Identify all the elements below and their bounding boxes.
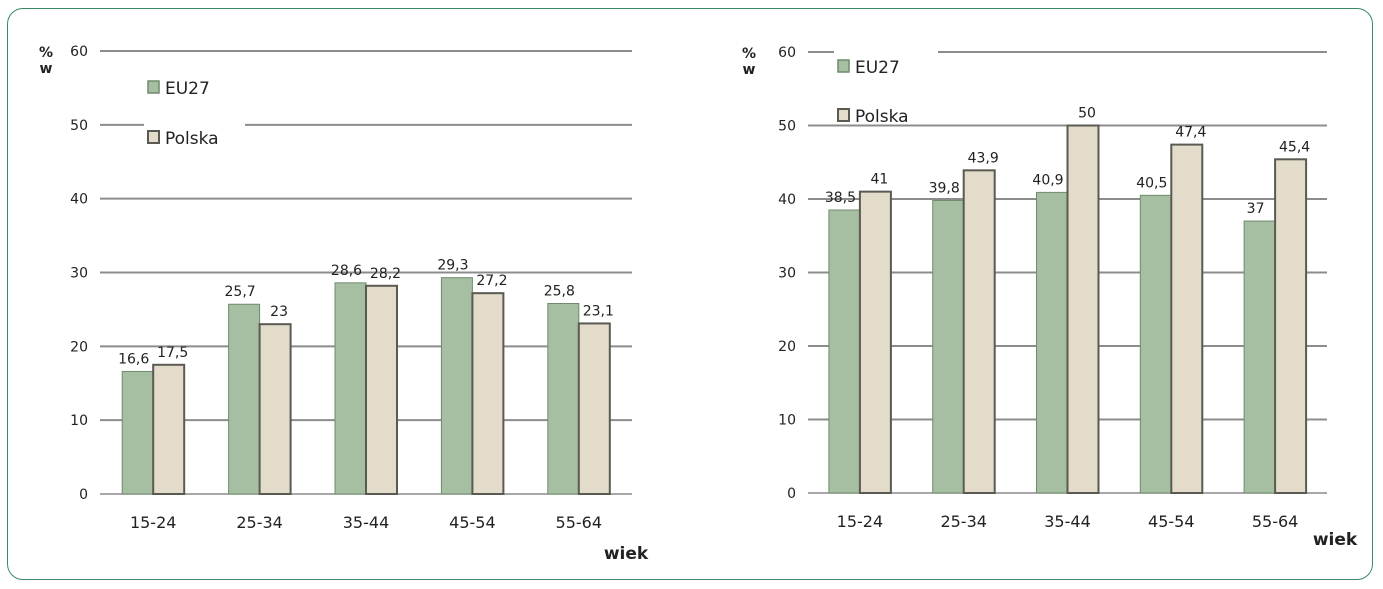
chart2-bar-polska-55-64 [1274,158,1308,494]
chart1-ytick-label-0: 0 [79,487,88,503]
chart2-ytick-label-10: 10 [778,413,796,429]
chart1-legend-label-polska: Polska [165,129,219,149]
chart1-ylabel-line2: w [40,61,53,77]
chart1-data-label-polska-45-54: 27,2 [476,273,507,289]
chart2-ytick-label-40: 40 [778,192,796,208]
chart2-ylabel-line2: w [743,62,756,78]
chart1-ytick-label-50: 50 [70,118,88,134]
chart2-legend-label-polska: Polska [855,107,909,127]
chart2-xtick-label-35-44: 35-44 [1044,512,1091,531]
chart1-xtick-label-25-34: 25-34 [236,513,283,532]
chart2-xtick-label-15-24: 15-24 [837,512,884,531]
chart1-bar-eu27-45-54 [440,277,473,495]
chart1-xlabel: wiek [604,544,649,564]
chart1-bar-polska-35-44 [365,284,398,496]
chart1-legend-swatch-polska [147,130,160,144]
chart1-bar-eu27-25-34 [228,303,261,495]
chart1-bar-eu27-35-44 [334,282,367,495]
chart2-data-label-polska-55-64: 45,4 [1279,139,1310,155]
chart1-data-label-eu27-45-54: 29,3 [437,258,468,274]
chart2-bar-polska-15-24 [858,190,892,494]
chart2-data-label-polska-35-44: 50 [1078,106,1096,122]
chart1-legend-mask-0 [144,122,245,128]
chart1-bar-polska-25-34 [258,323,292,495]
chart2-xtick-label-45-54: 45-54 [1148,512,1195,531]
chart1-bar-polska-55-64 [577,322,611,495]
chart2-data-label-eu27-55-64: 37 [1247,201,1265,217]
chart1-data-label-polska-35-44: 28,2 [370,266,401,282]
chart2-legend-mask-0 [834,49,938,55]
chart2-data-label-eu27-25-34: 39,8 [929,180,960,196]
chart2-data-label-eu27-45-54: 40,5 [1136,175,1167,191]
chart2-xlabel: wiek [1313,530,1358,550]
chart1-legend-swatch-eu27 [147,80,160,94]
chart2-legend-swatch-eu27 [837,59,850,73]
chart2-ytick-label-20: 20 [778,339,796,355]
chart2-ytick-label-0: 0 [787,486,796,502]
chart2-bar-eu27-25-34 [932,199,965,494]
chart2-bar-eu27-45-54 [1139,194,1172,494]
chart1-ytick-label-30: 30 [70,266,88,282]
chart2-bar-eu27-15-24 [828,209,861,494]
chart1-data-label-polska-55-64: 23,1 [583,303,614,319]
chart2-ytick-label-60: 60 [778,45,796,61]
chart2-data-label-polska-15-24: 41 [870,172,888,188]
chart2-bar-eu27-35-44 [1036,191,1068,494]
chart2-xtick-label-25-34: 25-34 [940,512,987,531]
chart1-bar-polska-45-54 [471,292,505,495]
chart1-bar-polska-15-24 [152,363,186,495]
chart1-ytick-label-40: 40 [70,192,88,208]
chart2-bar-polska-25-34 [962,169,996,495]
chart1-ytick-label-10: 10 [70,413,88,429]
chart2-ytick-label-30: 30 [778,266,796,282]
chart1-data-label-eu27-55-64: 25,8 [544,284,575,300]
chart2-legend-swatch-polska [837,108,850,122]
chart1-bar-eu27-15-24 [121,370,154,495]
chart2-bar-polska-35-44 [1066,124,1100,494]
chart1-data-label-polska-15-24: 17,5 [157,345,188,361]
chart1-ytick-label-20: 20 [70,339,88,355]
chart1-ytick-label-60: 60 [70,44,88,60]
chart2-data-label-polska-25-34: 43,9 [968,150,999,166]
chart1-data-label-eu27-35-44: 28,6 [331,263,362,279]
chart2-data-label-polska-45-54: 47,4 [1175,125,1206,141]
chart1-legend-label-eu27: EU27 [165,79,210,99]
chart2-ylabel-line1: % [742,46,756,62]
chart1-xtick-label-35-44: 35-44 [343,513,390,532]
chart2-xtick-label-55-64: 55-64 [1252,512,1299,531]
chart2-bar-polska-45-54 [1170,143,1204,495]
chart2-data-label-eu27-35-44: 40,9 [1032,172,1063,188]
chart1-ylabel-line1: % [39,45,53,61]
chart2-legend-label-eu27: EU27 [855,58,900,78]
chart-frame [7,8,1373,580]
chart1-xtick-label-15-24: 15-24 [130,513,177,532]
chart1-xtick-label-45-54: 45-54 [449,513,496,532]
chart1-data-label-eu27-15-24: 16,6 [118,351,149,367]
chart1-bar-eu27-55-64 [547,303,580,495]
chart1-data-label-eu27-25-34: 25,7 [225,284,256,300]
chart2-bar-eu27-55-64 [1243,220,1276,494]
chart1-data-label-polska-25-34: 23 [270,304,288,320]
chart2-ytick-label-50: 50 [778,119,796,135]
chart2-data-label-eu27-15-24: 38,5 [825,190,856,206]
chart1-xtick-label-55-64: 55-64 [556,513,603,532]
